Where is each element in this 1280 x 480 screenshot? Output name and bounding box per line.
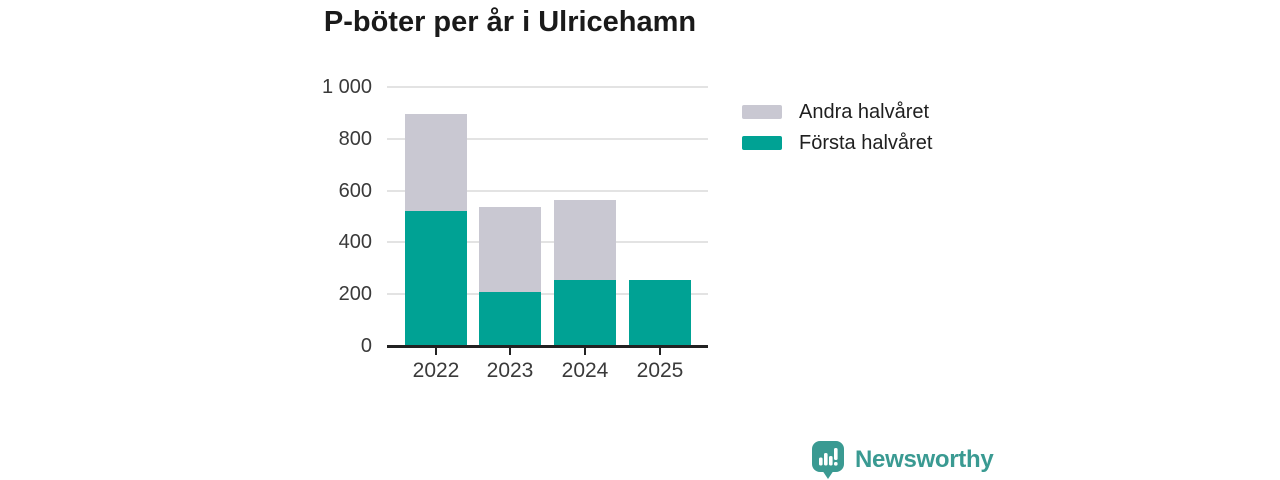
- chart-title: P-böter per år i Ulricehamn: [323, 6, 697, 38]
- y-axis-tick-label: 1 000: [321, 76, 372, 98]
- y-axis-tick-label: 200: [338, 283, 372, 306]
- y-axis-tick-label: 0: [360, 335, 372, 357]
- newsworthy-logo-icon: [812, 441, 844, 479]
- legend-label: Första halvåret: [799, 131, 933, 154]
- bar-segment-2023: [479, 207, 541, 292]
- bar-segment-2024: [554, 199, 616, 280]
- bar-segment-2022: [405, 114, 467, 212]
- x-axis-tick-label: 2023: [486, 359, 534, 382]
- gridline: [387, 189, 708, 192]
- legend-swatch-andra: [742, 105, 782, 119]
- x-axis-tick-label: 2022: [412, 359, 460, 382]
- gridline: [387, 137, 708, 140]
- gridline: [387, 293, 708, 296]
- bar-segment-2022: [405, 211, 467, 346]
- y-axis-tick-label: 400: [338, 231, 372, 254]
- legend-item-forsta-halvaret: Första halvåret: [742, 132, 932, 154]
- legend-item-andra-halvaret: Andra halvåret: [742, 101, 932, 123]
- newsworthy-branding: Newsworthy: [810, 440, 994, 480]
- x-axis-tick: [509, 348, 511, 355]
- x-axis-tick: [435, 348, 437, 355]
- bar-segment-2023: [479, 291, 541, 346]
- gridline: [387, 86, 708, 88]
- y-axis-tick-label: 600: [338, 179, 372, 202]
- y-axis-tick-label: 800: [338, 127, 372, 150]
- bar-segment-2025: [629, 279, 691, 346]
- gridline: [387, 241, 708, 244]
- x-axis-line: [387, 345, 708, 348]
- legend-label: Andra halvåret: [799, 100, 930, 123]
- legend-swatch-forsta: [742, 136, 782, 150]
- x-axis-tick: [659, 348, 661, 355]
- legend: Andra halvåret Första halvåret: [742, 101, 932, 163]
- x-axis-tick-label: 2025: [636, 359, 684, 382]
- bar-segment-2024: [554, 279, 616, 346]
- x-axis-tick: [584, 348, 586, 355]
- x-axis-tick-label: 2024: [561, 359, 609, 382]
- brand-name: Newsworthy: [855, 446, 994, 473]
